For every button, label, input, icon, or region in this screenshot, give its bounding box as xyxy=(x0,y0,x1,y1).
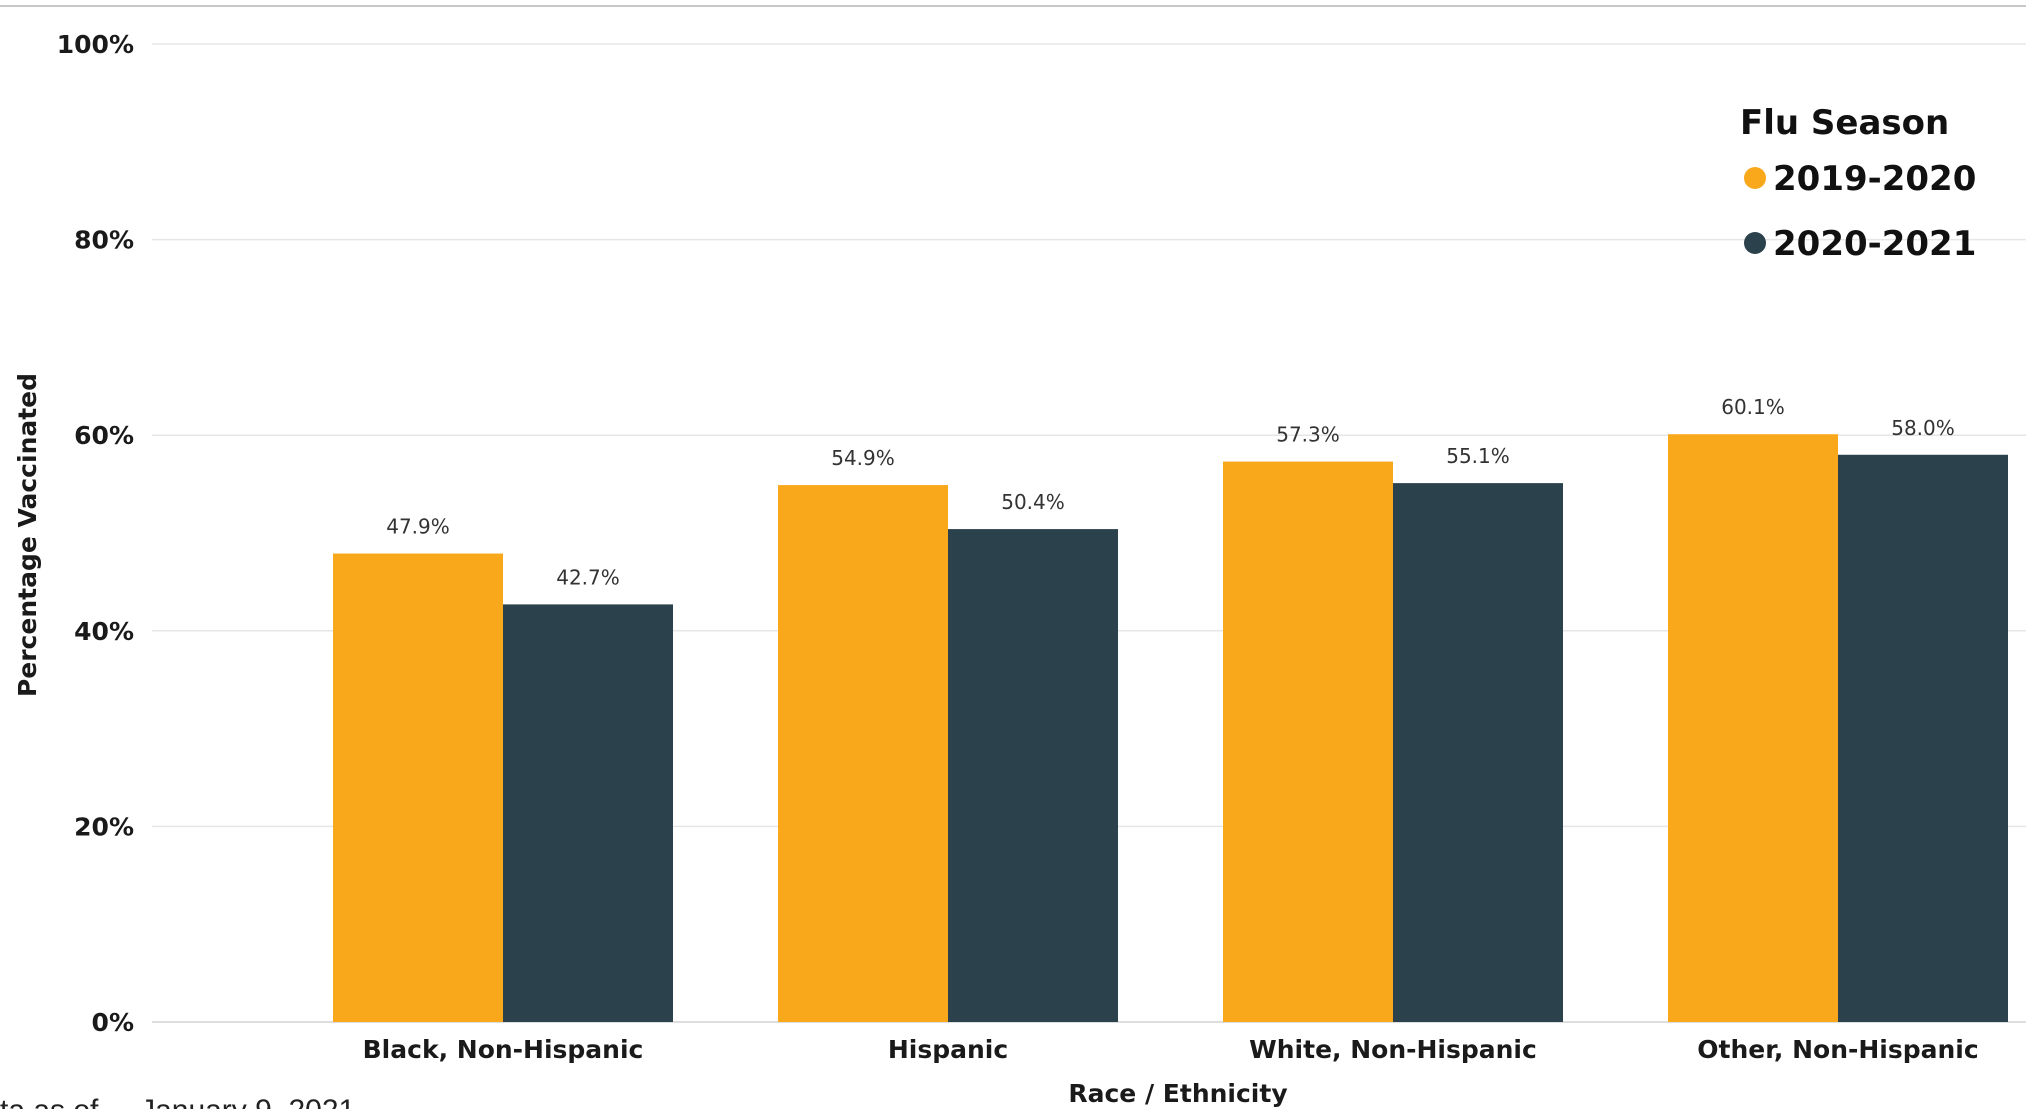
data-label: 60.1% xyxy=(1721,395,1785,419)
data-label: 50.4% xyxy=(1001,490,1065,514)
footnote: ta as of ... January 9, 2021 xyxy=(0,1094,355,1109)
data-label: 42.7% xyxy=(556,565,620,589)
bar-2020-2021-2 xyxy=(1393,483,1563,1022)
y-axis-title: Percentage Vaccinated xyxy=(13,373,42,697)
y-tick-label: 80% xyxy=(74,226,134,255)
legend-marker-2020-2021 xyxy=(1744,232,1766,254)
y-tick-label: 0% xyxy=(92,1008,134,1037)
x-category-label: Hispanic xyxy=(888,1035,1008,1064)
legend-label-2019-2020: 2019-2020 xyxy=(1773,159,1976,199)
x-axis-title: Race / Ethnicity xyxy=(1068,1079,1287,1108)
y-axis-ticks: 0% 20% 40% 60% 80% 100% xyxy=(57,30,134,1037)
x-category-label: White, Non-Hispanic xyxy=(1249,1035,1537,1064)
bar-2019-2020-3 xyxy=(1668,434,1838,1022)
data-label: 57.3% xyxy=(1276,423,1340,447)
legend: Flu Season 2019-2020 2020-2021 xyxy=(1740,103,1976,264)
y-tick-label: 20% xyxy=(74,812,134,841)
data-label: 47.9% xyxy=(386,515,450,539)
bar-2019-2020-1 xyxy=(778,485,948,1022)
data-labels: 47.9% 42.7% 54.9% 50.4% 57.3% 55.1% 60.1% 58.0% xyxy=(386,395,1955,589)
bar-2019-2020-0 xyxy=(333,553,503,1022)
y-tick-label: 100% xyxy=(57,30,134,59)
data-label: 58.0% xyxy=(1891,416,1955,440)
data-label: 54.9% xyxy=(831,446,895,470)
bar-2020-2021-1 xyxy=(948,529,1118,1022)
bars xyxy=(333,434,2008,1023)
bar-2020-2021-3 xyxy=(1838,454,2008,1022)
y-tick-label: 40% xyxy=(74,617,134,646)
legend-title: Flu Season xyxy=(1740,103,1949,143)
bar-2019-2020-2 xyxy=(1223,461,1393,1023)
x-category-label: Black, Non-Hispanic xyxy=(363,1035,644,1064)
data-label: 55.1% xyxy=(1446,444,1510,468)
legend-label-2020-2021: 2020-2021 xyxy=(1773,224,1976,264)
y-tick-label: 60% xyxy=(74,421,134,450)
x-axis-categories: Black, Non-Hispanic Hispanic White, Non-Hi… xyxy=(363,1035,1979,1064)
legend-marker-2019-2020 xyxy=(1744,167,1766,189)
x-category-label: Other, Non-Hispanic xyxy=(1697,1035,1978,1064)
bar-2020-2021-0 xyxy=(503,604,673,1022)
